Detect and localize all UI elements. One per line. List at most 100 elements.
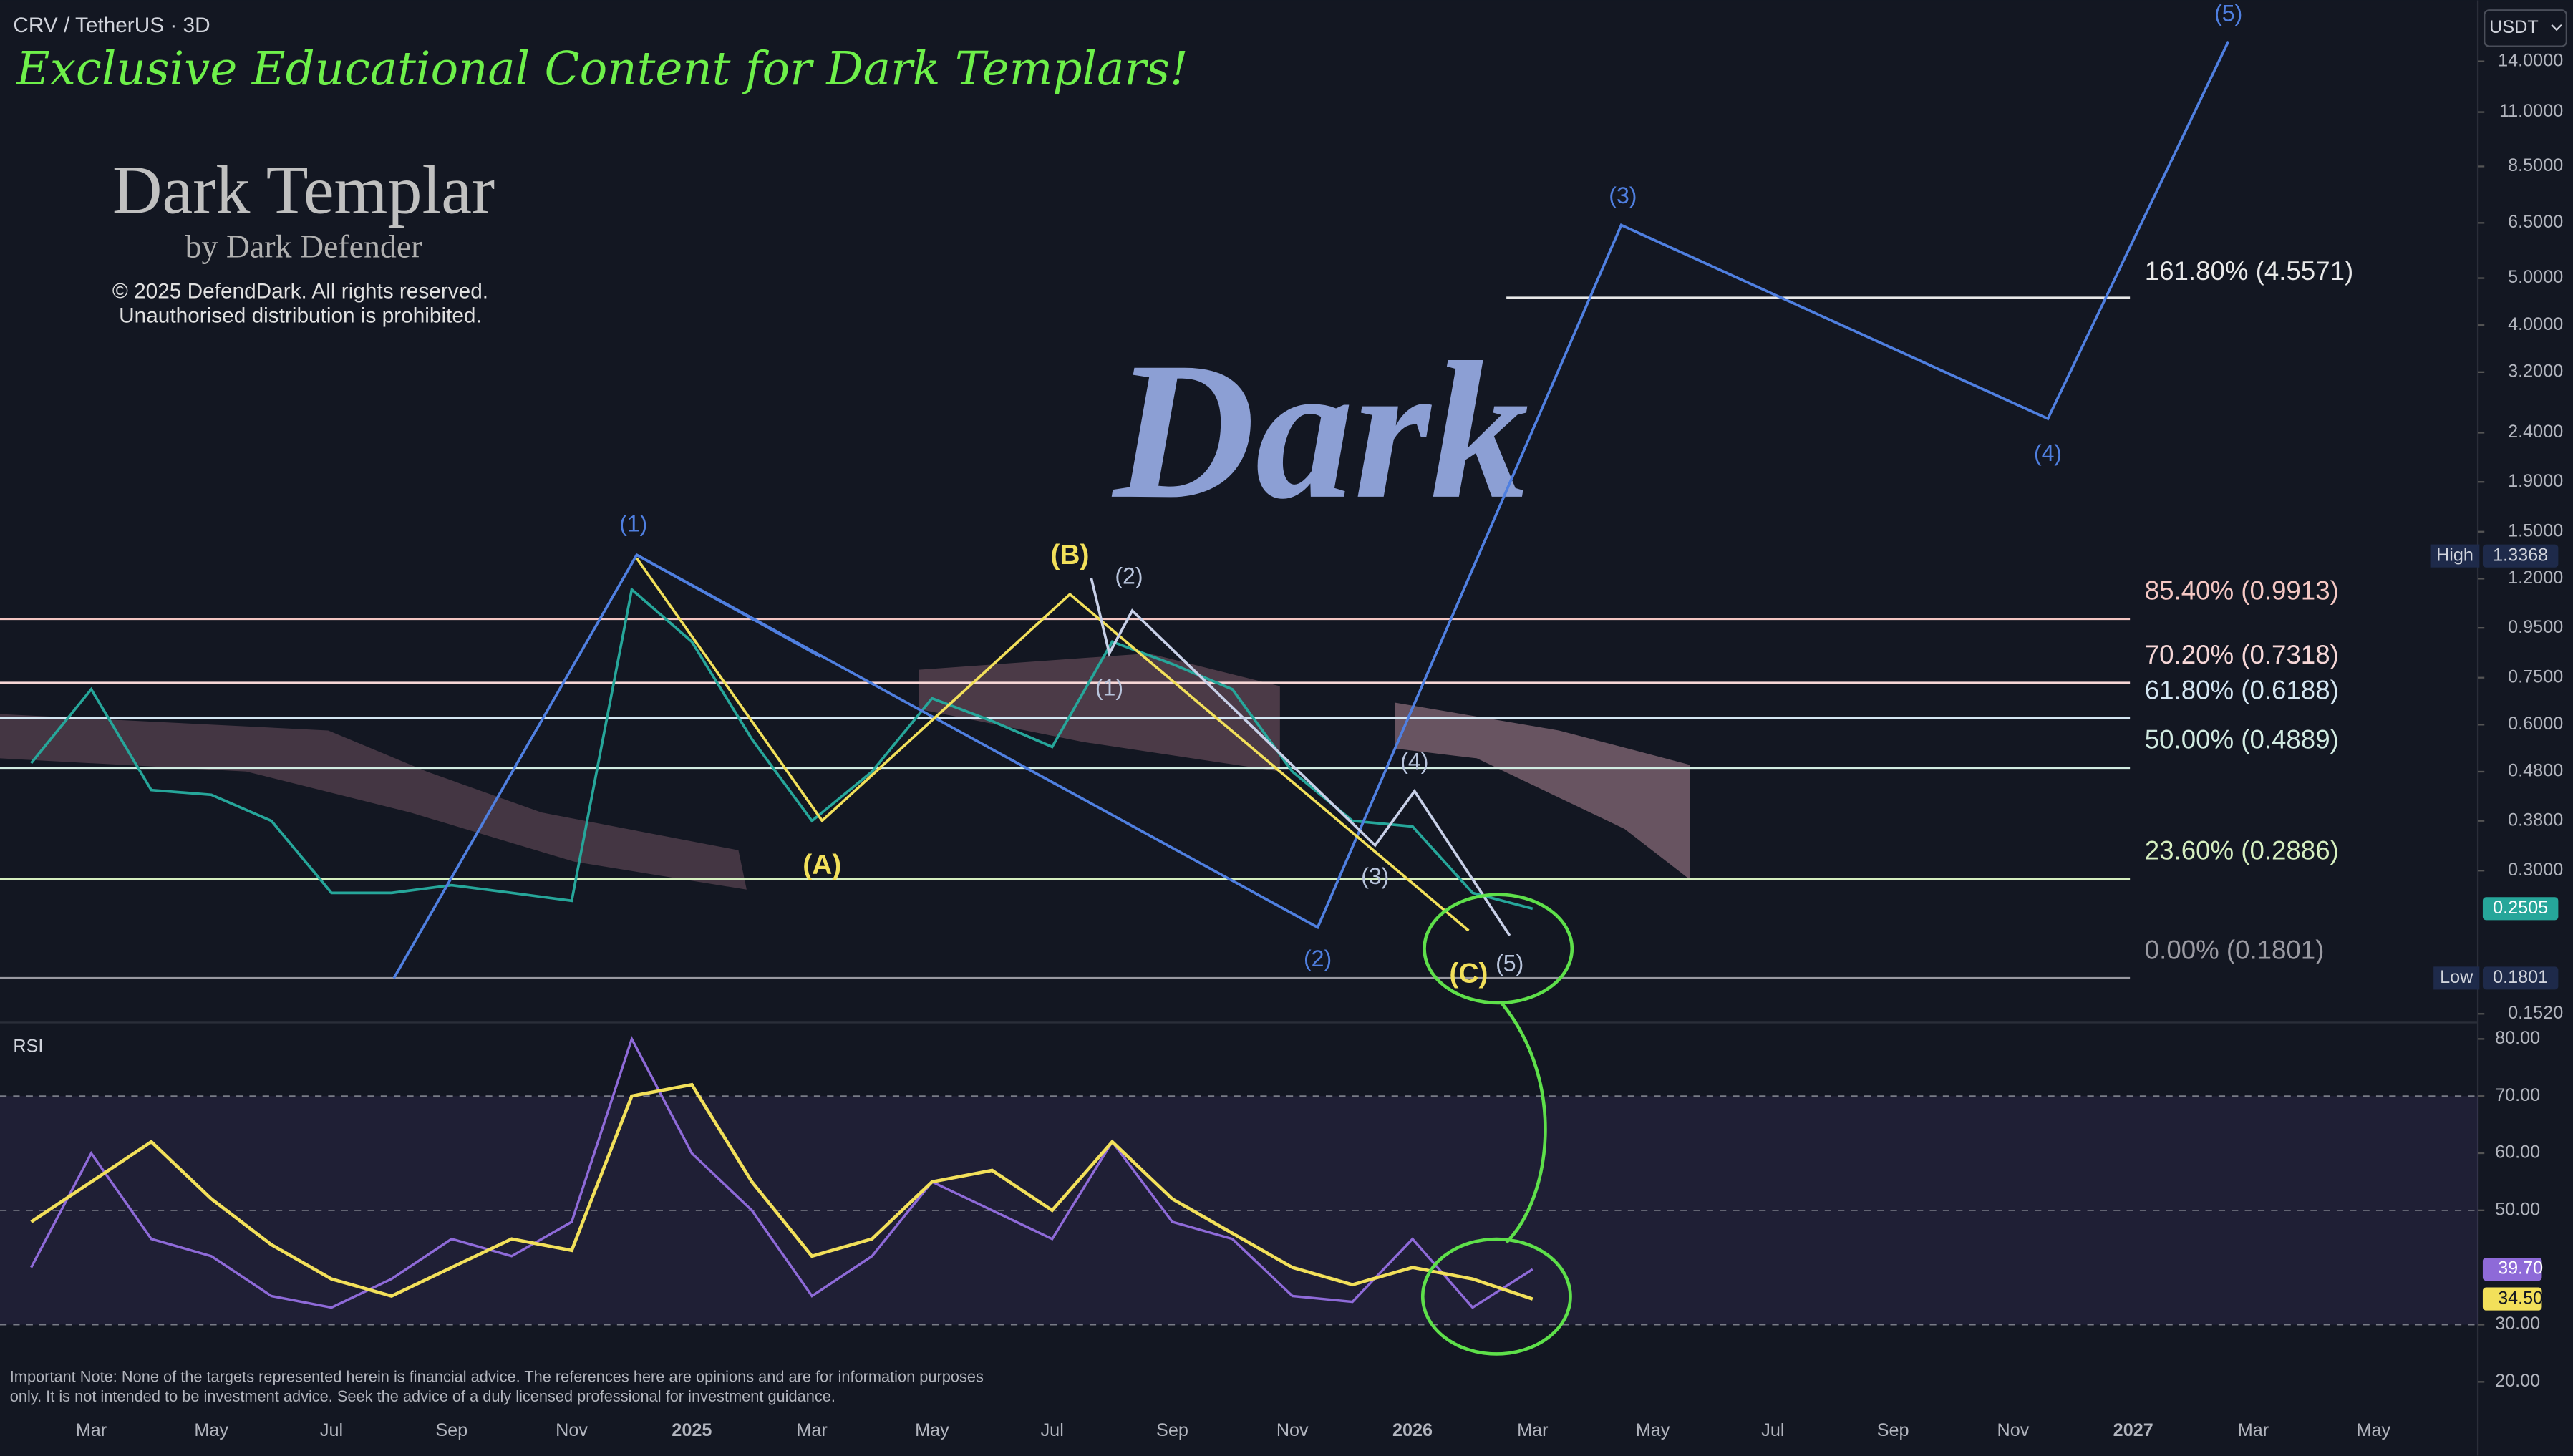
x-tick-label: May	[2356, 1420, 2390, 1440]
price-badge	[2482, 1287, 2542, 1311]
price-badge-label: 34.50	[2498, 1288, 2543, 1308]
price-badge-label: 0.2505	[2493, 898, 2548, 918]
x-tick-label: Mar	[796, 1420, 827, 1440]
y-tick-label: 6.5000	[2508, 212, 2563, 232]
wave-label: (2)	[1115, 563, 1143, 589]
wave-label: (3)	[1361, 863, 1389, 889]
series-line	[30, 1082, 1533, 1301]
banner: Exclusive Educational Content for Dark T…	[16, 42, 1188, 96]
currency[interactable]: USDT	[2489, 17, 2539, 37]
y-tick-label: 30.00	[2495, 1314, 2540, 1334]
y-tick-label: 0.6000	[2508, 714, 2563, 734]
rsi-title: RSI	[13, 1036, 43, 1056]
wave-label: (4)	[1400, 749, 1428, 775]
x-tick-label: Mar	[2238, 1420, 2269, 1440]
y-tick-label: 0.9500	[2508, 617, 2563, 637]
y-tick-label: 80.00	[2495, 1028, 2540, 1048]
fib-label: 50.00% (0.4889)	[2145, 725, 2339, 754]
notice: Unauthorised distribution is prohibited.	[119, 304, 482, 328]
price-badge-label: 39.70	[2498, 1258, 2543, 1278]
wave-label: (C)	[1449, 958, 1488, 989]
y-tick-label: 20.00	[2495, 1371, 2540, 1391]
currency-button[interactable]	[2484, 9, 2567, 47]
wave-label: (1)	[619, 510, 647, 536]
y-tick-label: 1.2000	[2508, 568, 2563, 588]
fib-label: 0.00% (0.1801)	[2145, 935, 2325, 964]
fib-label: 61.80% (0.6188)	[2145, 675, 2339, 704]
y-tick-label: 0.4800	[2508, 761, 2563, 781]
x-tick-label: Jul	[1761, 1420, 1784, 1440]
x-tick-label: Sep	[1877, 1420, 1909, 1440]
y-tick-label: 0.7500	[2508, 666, 2563, 686]
x-tick-label: Nov	[1997, 1420, 2030, 1440]
x-tick-label: 2027	[2113, 1420, 2153, 1440]
price-badge	[2482, 544, 2559, 568]
x-tick-label: Sep	[1156, 1420, 1188, 1440]
y-tick-label: 5.0000	[2508, 267, 2563, 287]
copyright: © 2025 DefendDark. All rights reserved.	[112, 279, 488, 303]
highlight-ellipse	[1423, 893, 1574, 1005]
fib-label: 85.40% (0.9913)	[2145, 576, 2339, 606]
high-tag-label: High	[2436, 545, 2473, 565]
price-badge	[2482, 1258, 2542, 1281]
y-tick-label: 70.00	[2495, 1085, 2540, 1105]
wave-line	[1090, 577, 1511, 936]
wave-label: (3)	[1609, 183, 1637, 208]
fib-label: 23.60% (0.2886)	[2145, 836, 2339, 865]
wave-label: (1)	[1095, 675, 1123, 701]
y-tick-label: 0.1520	[2508, 1003, 2563, 1023]
y-tick-label: 11.0000	[2499, 101, 2563, 121]
fib-label: 70.20% (0.7318)	[2145, 640, 2339, 669]
y-tick-label: 0.3000	[2508, 860, 2563, 880]
y-tick-label: 0.3800	[2508, 810, 2563, 830]
wave-line	[635, 557, 1470, 932]
y-tick-label: 60.00	[2495, 1142, 2540, 1163]
price-badge	[2482, 897, 2559, 921]
wave-label: (2)	[1304, 946, 1332, 971]
x-tick-label: Mar	[1517, 1420, 1548, 1440]
x-tick-label: Nov	[556, 1420, 588, 1440]
x-tick-label: Jul	[1041, 1420, 1064, 1440]
highlight-ellipse	[1420, 1237, 1572, 1356]
note-box: Important Note: None of the targets repr…	[9, 1369, 984, 1407]
price-badge-label: 0.1801	[2493, 967, 2548, 987]
high-tag	[2430, 544, 2480, 568]
wave-label: (5)	[1496, 951, 1523, 976]
symbol: CRV / TetherUS · 3D	[13, 14, 210, 37]
y-tick-label: 1.9000	[2508, 471, 2563, 491]
y-tick-label: 14.0000	[2498, 50, 2563, 70]
x-tick-label: May	[915, 1420, 949, 1440]
y-tick-label: 1.5000	[2508, 520, 2563, 540]
y-tick-label: 50.00	[2495, 1200, 2540, 1220]
x-tick-label: Sep	[435, 1420, 467, 1440]
byline: by Dark Defender	[185, 228, 422, 264]
wave-line	[392, 40, 2230, 979]
x-tick-label: May	[1636, 1420, 1670, 1440]
x-tick-label: Jul	[320, 1420, 343, 1440]
overlay	[392, 40, 2230, 1356]
series-line	[30, 1035, 1533, 1309]
wave-label: (5)	[2214, 1, 2242, 26]
price-badge	[2482, 966, 2559, 990]
logo: Dark Templar	[112, 152, 495, 228]
dropdown-icon	[2551, 24, 2562, 31]
low-tag	[2433, 966, 2480, 990]
x-tick-label: Mar	[76, 1420, 107, 1440]
x-tick-label: 2026	[1392, 1420, 1433, 1440]
y-tick-label: 4.0000	[2508, 314, 2563, 334]
low-tag-label: Low	[2440, 967, 2473, 987]
watermark: Dark	[1110, 322, 1528, 540]
series-line	[30, 587, 1533, 911]
wave-label: (A)	[803, 850, 841, 880]
y-tick-label: 3.2000	[2508, 361, 2563, 381]
wave-label: (B)	[1050, 540, 1089, 571]
cloud-area	[1395, 702, 1690, 880]
y-tick-label: 8.5000	[2508, 155, 2563, 175]
x-tick-label: May	[194, 1420, 228, 1440]
note: Important Note: None of the targets repr…	[9, 1369, 984, 1407]
connector	[1500, 1001, 1547, 1244]
x-tick-label: Nov	[1276, 1420, 1309, 1440]
